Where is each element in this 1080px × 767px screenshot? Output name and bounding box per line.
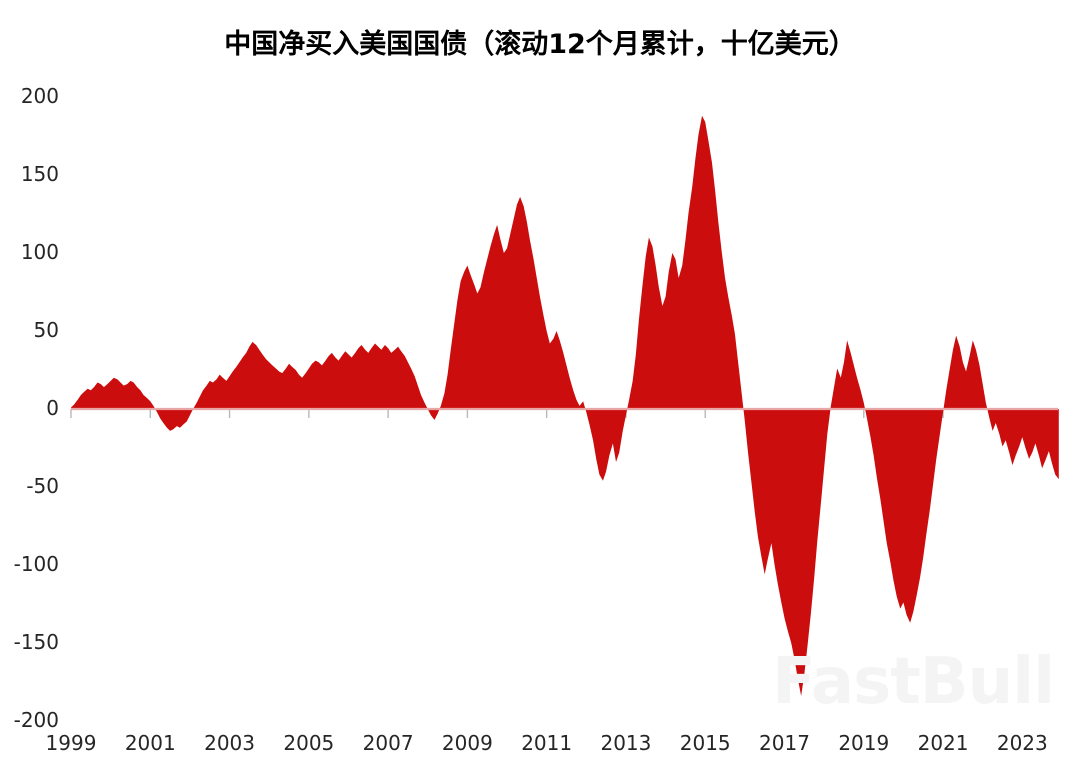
y-axis-tick-label: -200 (13, 708, 59, 732)
x-axis-tick-label: 2009 (441, 731, 493, 755)
x-axis-tick-label: 2017 (759, 731, 810, 755)
x-axis-tick-label: 2019 (838, 731, 890, 755)
y-axis-tick-label: 200 (20, 84, 59, 108)
fastbull-watermark: FastBull (771, 645, 1055, 719)
x-axis-tick-label: 2001 (124, 731, 176, 755)
y-axis-tick-label: 150 (20, 162, 59, 186)
x-axis-tick-label: 2021 (917, 731, 969, 755)
x-axis-tick-label: 2015 (679, 731, 731, 755)
x-axis-tick-label: 2023 (996, 731, 1048, 755)
page-title: 中国净买入美国国债（滚动12个月累计，十亿美元） (224, 29, 856, 60)
y-axis-tick-label: 100 (20, 240, 59, 264)
x-axis-tick-label: 1999 (45, 731, 97, 755)
y-axis-tick-label: -50 (26, 474, 59, 498)
x-axis-tick-label: 2005 (283, 731, 335, 755)
x-axis-tick-label: 2003 (204, 731, 255, 755)
y-axis-tick-label: 50 (33, 318, 59, 342)
x-axis-tick-label: 2011 (521, 731, 573, 755)
china-treasury-net-purchases-area (71, 115, 1059, 697)
y-axis-tick-label: -150 (13, 630, 59, 654)
y-axis-tick-label: -100 (13, 552, 59, 576)
y-axis-tick-label: 0 (46, 396, 59, 420)
x-axis-tick-label: 2013 (600, 731, 652, 755)
x-axis-tick-label: 2007 (362, 731, 414, 755)
